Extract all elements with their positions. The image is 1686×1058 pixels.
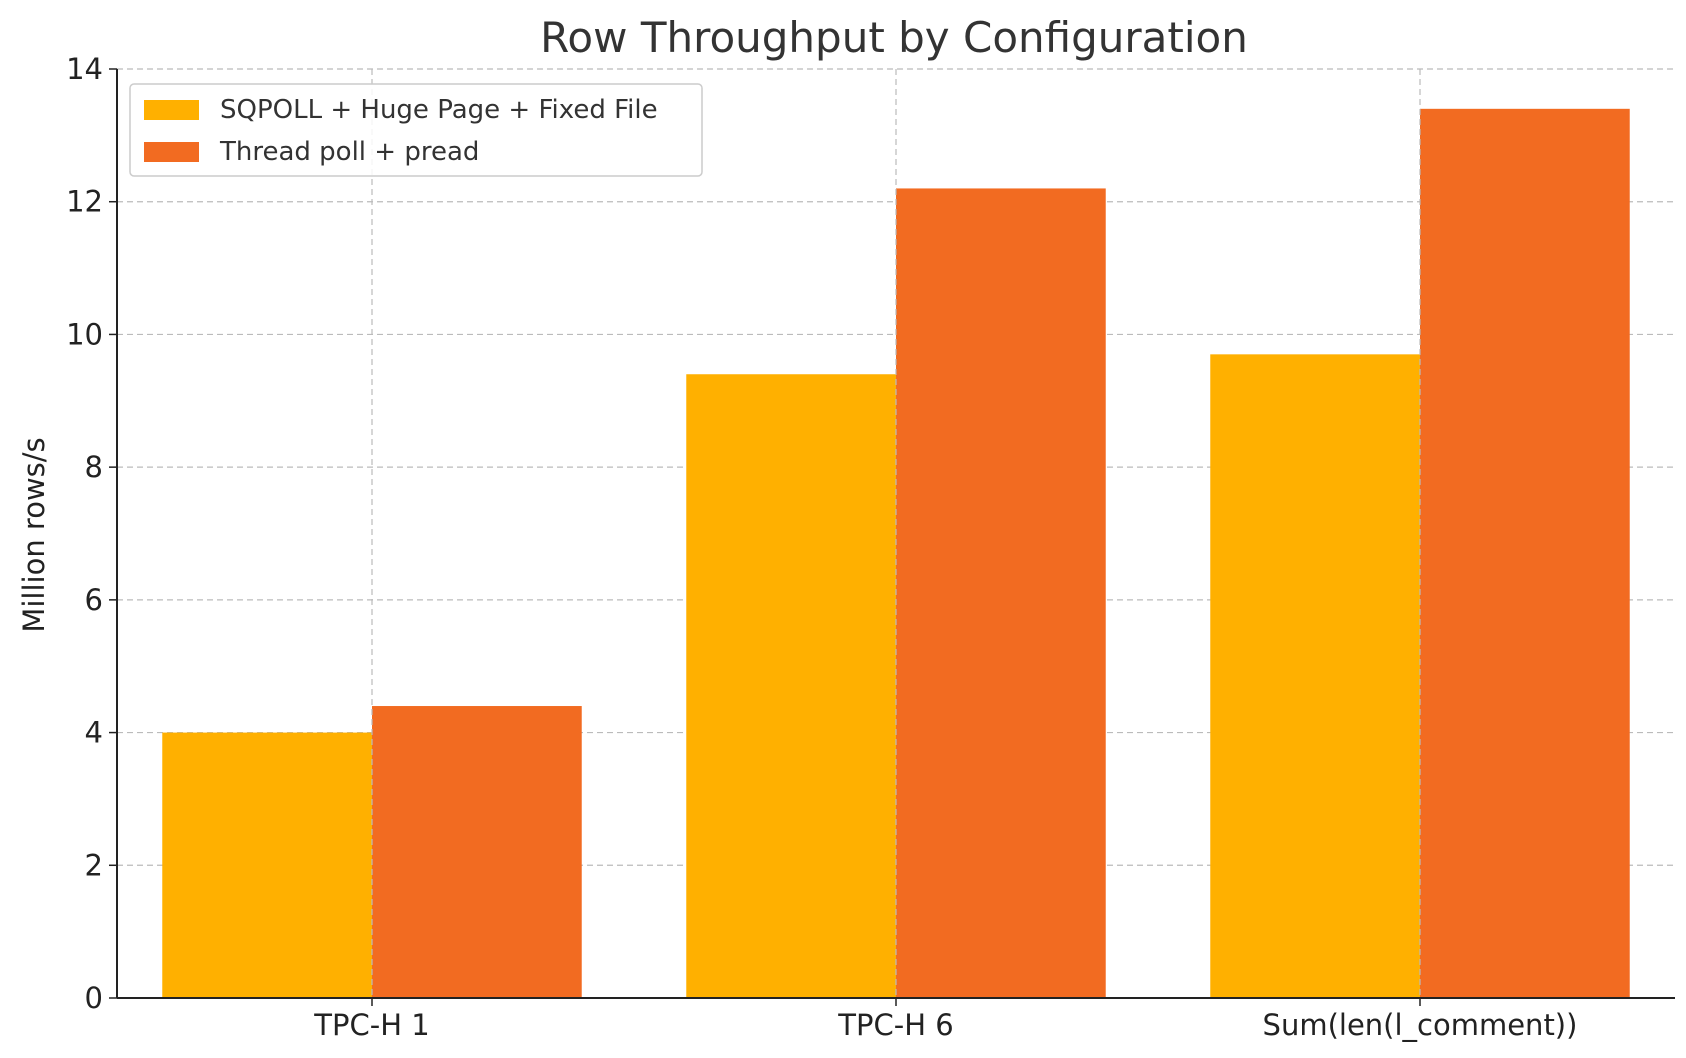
y-ticks: 0 2 4 6 8 10 12 14 [66,52,117,1015]
legend-box [129,83,703,177]
x-gridlines [371,69,1421,998]
bar-sum-len-l-comment-series-0 [1210,354,1420,999]
y-tick-label: 14 [66,52,103,86]
x-tick-label: Sum(len(l_comment)) [1263,1008,1578,1042]
bar-tpc-h-6-series-0 [686,374,896,998]
x-tick-label: TPC-H 6 [837,1008,953,1042]
x-tick-label: TPC-H 1 [313,1008,429,1042]
bar-tpc-h-1-series-1 [372,706,582,998]
x-ticks: TPC-H 1 TPC-H 6 Sum(len(l_comment)) [313,998,1577,1042]
bar-sum-len-l-comment-series-1 [1420,108,1630,999]
legend-label-thread-poll: Thread poll + pread [219,137,479,167]
y-tick-label: 4 [85,716,103,750]
y-tick-label: 12 [66,185,103,219]
legend: SQPOLL + Huge Page + Fixed File Thread p… [129,83,703,177]
chart-title: Row Throughput by Configuration [540,13,1248,62]
bar-tpc-h-1-series-0 [162,732,372,998]
legend-swatch-sqpoll [144,100,199,120]
bars [162,108,1630,999]
y-tick-label: 0 [85,981,103,1015]
legend-swatch-thread-poll [144,142,199,162]
y-tick-label: 10 [66,317,103,351]
y-tick-label: 8 [85,450,103,484]
legend-label-sqpoll: SQPOLL + Huge Page + Fixed File [220,95,658,125]
y-tick-label: 6 [85,583,103,617]
bar-tpc-h-6-series-1 [896,188,1106,998]
y-axis-label: Million rows/s [17,437,51,632]
y-tick-label: 2 [85,848,103,882]
